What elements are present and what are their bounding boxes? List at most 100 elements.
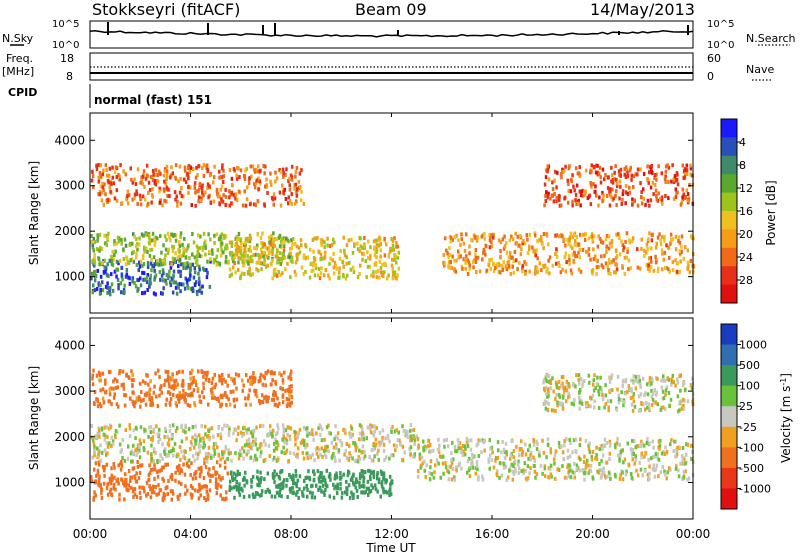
data-cell [187, 165, 190, 170]
data-cell [123, 283, 126, 288]
data-cell [152, 427, 156, 432]
data-cell [244, 168, 247, 173]
data-cell [645, 263, 648, 267]
data-cell [561, 234, 564, 239]
data-cell [579, 437, 582, 442]
data-cell [657, 191, 660, 196]
data-cell [349, 454, 352, 458]
data-cell [566, 463, 570, 468]
data-cell [120, 477, 123, 482]
data-cell [609, 271, 612, 276]
data-cell [172, 448, 175, 452]
data-cell [90, 178, 94, 183]
data-cell [162, 491, 165, 496]
data-cell [250, 478, 253, 483]
data-cell [519, 439, 523, 444]
data-cell [122, 481, 125, 486]
data-cell [146, 250, 149, 254]
data-cell [217, 453, 221, 458]
data-cell [197, 445, 201, 449]
data-cell [510, 462, 513, 467]
data-cell [300, 243, 303, 248]
data-cell [145, 275, 149, 280]
data-cell [460, 466, 463, 471]
data-cell [289, 486, 292, 491]
data-cell [287, 397, 290, 402]
data-cell [221, 166, 224, 171]
data-cell [373, 429, 377, 434]
data-cell [262, 374, 265, 379]
data-cell [435, 458, 439, 463]
data-cell [535, 248, 538, 253]
data-cell [507, 266, 510, 271]
data-cell [565, 384, 569, 389]
data-cell [228, 250, 232, 255]
data-cell [406, 435, 409, 439]
data-cell [615, 203, 618, 208]
data-cell [191, 288, 195, 293]
data-cell [249, 445, 252, 450]
data-cell [360, 424, 363, 429]
range-tick-label: 3000 [54, 384, 85, 398]
data-cell [662, 374, 665, 379]
data-cell [508, 238, 511, 243]
data-cell [259, 168, 262, 173]
data-cell [672, 180, 676, 184]
data-cell [282, 432, 285, 437]
data-cell [562, 457, 565, 461]
data-cell [532, 437, 535, 442]
data-cell [342, 472, 345, 477]
data-cell [470, 457, 474, 462]
data-cell [433, 470, 436, 475]
data-cell [363, 236, 366, 240]
data-cell [242, 383, 245, 388]
data-cell [165, 169, 169, 174]
data-cell [388, 456, 391, 461]
data-cell [333, 476, 337, 481]
data-cell [528, 471, 531, 476]
data-cell [652, 445, 655, 450]
data-cell [499, 254, 502, 259]
data-cell [257, 176, 260, 181]
data-cell [553, 178, 556, 183]
data-cell [554, 397, 557, 401]
data-cell [551, 376, 554, 381]
data-cell [309, 262, 313, 267]
data-cell [377, 480, 381, 485]
data-cell [387, 273, 390, 278]
data-cell [625, 255, 629, 260]
data-cell [556, 467, 559, 472]
data-cell [206, 471, 210, 476]
data-cell [163, 168, 167, 173]
data-cell [518, 260, 521, 265]
data-cell [463, 248, 467, 253]
data-cell [241, 256, 244, 261]
data-cell [581, 383, 584, 388]
data-cell [205, 268, 208, 273]
data-cell [132, 259, 136, 264]
data-cell [587, 252, 591, 257]
data-cell [299, 440, 303, 445]
data-cell [249, 236, 252, 241]
data-cell [660, 195, 664, 200]
power-ylabel: Slant Range [km] [27, 161, 41, 265]
data-cell [156, 236, 159, 241]
data-cell [635, 468, 638, 473]
data-cell [106, 197, 110, 202]
data-cell [447, 470, 451, 475]
data-cell [234, 372, 238, 377]
data-cell [342, 235, 345, 240]
data-cell [678, 374, 681, 379]
data-cell [320, 475, 323, 480]
data-cell [257, 399, 261, 403]
data-cell [267, 255, 270, 260]
data-cell [403, 450, 407, 455]
data-cell [218, 169, 221, 174]
data-cell [520, 469, 523, 474]
data-cell [129, 451, 133, 456]
data-cell [154, 292, 157, 297]
data-cell [545, 455, 548, 460]
data-cell [124, 274, 128, 279]
data-cell [624, 391, 627, 396]
data-cell [105, 441, 108, 445]
